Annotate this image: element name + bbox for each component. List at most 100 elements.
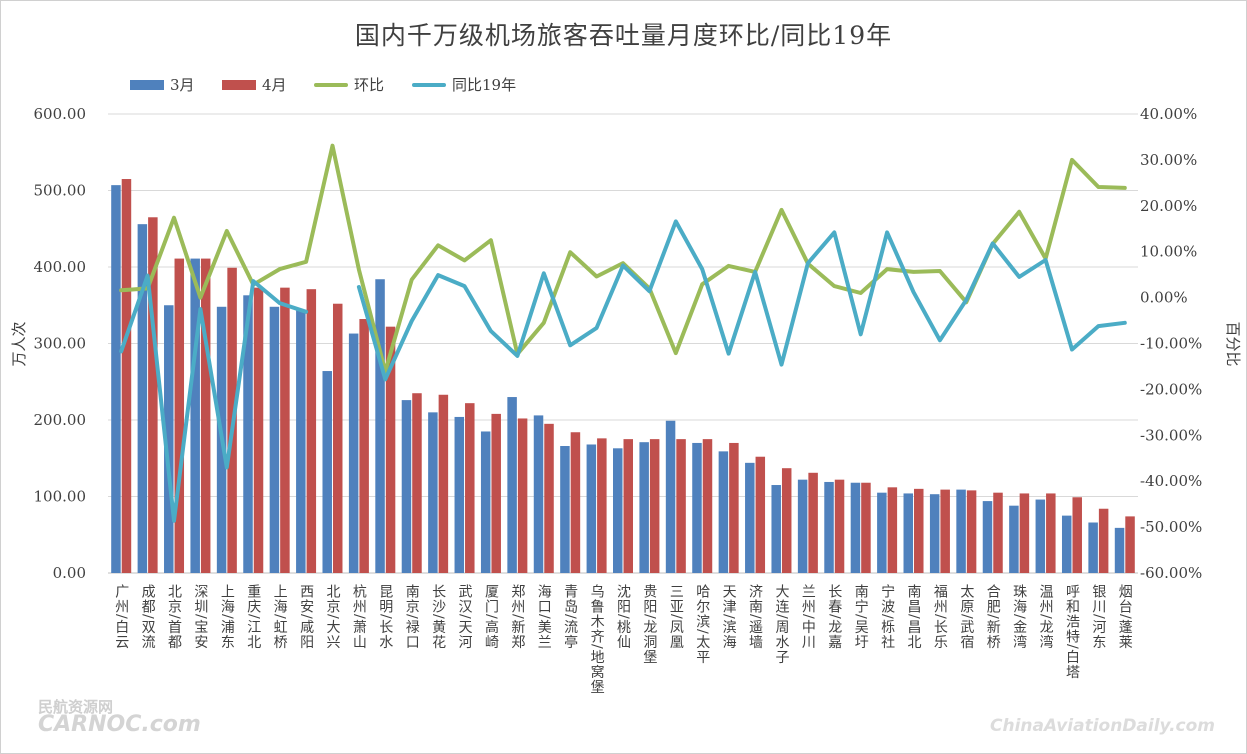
y-tick-label: 100.00 xyxy=(34,488,87,506)
bar-march xyxy=(613,448,623,573)
y2-tick-label: -30.00% xyxy=(1140,426,1202,444)
x-tick-label: 珠海/金湾 xyxy=(1011,584,1027,650)
bar-march xyxy=(1035,499,1046,573)
bar-april xyxy=(544,423,554,573)
bar-april xyxy=(465,403,475,573)
bar-march xyxy=(982,501,993,573)
legend-label-vs2019: 同比19年 xyxy=(452,76,517,94)
x-tick-label: 郑州/新郑 xyxy=(509,584,525,650)
bar-april xyxy=(1098,508,1109,573)
bar-march xyxy=(111,185,121,573)
bar-march xyxy=(296,309,306,573)
bar-march xyxy=(137,224,148,573)
y2-tick-label: -10.00% xyxy=(1140,335,1202,353)
y-tick-label: 400.00 xyxy=(34,258,87,276)
x-tick-label: 上海/浦东 xyxy=(219,584,235,650)
bar-april xyxy=(359,319,369,573)
bar-april xyxy=(676,439,686,573)
bar-april xyxy=(148,217,158,573)
legend-item-march[interactable]: 3月 xyxy=(130,74,195,95)
bar-march xyxy=(745,462,755,573)
bar-march xyxy=(639,442,649,573)
series-line-vs2019 xyxy=(119,219,1127,523)
x-tick-label: 青岛/流亭 xyxy=(562,584,578,650)
watermark-left-cn: 民航资源网 xyxy=(38,698,114,716)
x-tick-label: 海口/美兰 xyxy=(536,584,552,650)
bar-april xyxy=(385,326,396,573)
x-tick-label: 厦门/高崎 xyxy=(483,584,499,650)
legend-swatch-april xyxy=(222,79,256,90)
x-tick-label: 烟台/蓬莱 xyxy=(1117,584,1133,650)
bar-march xyxy=(401,400,412,573)
x-tick-label: 温州/龙湾 xyxy=(1038,584,1054,650)
x-tick-label: 济南/遥墙 xyxy=(747,584,763,650)
bar-march xyxy=(322,371,332,573)
legend-label-mom: 环比 xyxy=(354,76,385,94)
bar-march xyxy=(1114,527,1125,573)
bar-april xyxy=(200,258,211,573)
bar-march xyxy=(269,306,280,573)
y2-tick-label: -50.00% xyxy=(1140,518,1202,536)
bar-april xyxy=(253,287,264,573)
x-tick-label: 宁波/栎社 xyxy=(879,583,895,649)
bar-april xyxy=(702,439,713,573)
legend-item-april[interactable]: 4月 xyxy=(222,74,287,95)
x-tick-label: 合肥/新桥 xyxy=(985,584,1001,650)
x-tick-label: 沈阳/桃仙 xyxy=(615,584,631,650)
x-tick-label: 福州/长乐 xyxy=(932,584,948,650)
bar-march xyxy=(718,451,729,573)
y2-tick-label: 40.00% xyxy=(1140,105,1197,123)
bar-april xyxy=(597,438,607,573)
bar-march xyxy=(850,482,861,573)
bar-march xyxy=(480,431,491,573)
legend-label-april: 4月 xyxy=(262,76,287,94)
bar-april xyxy=(491,413,501,573)
bar-april xyxy=(1125,516,1135,573)
y2-tick-label: -60.00% xyxy=(1140,564,1202,582)
bar-march xyxy=(375,279,385,573)
bar-march xyxy=(956,489,966,573)
bar-april xyxy=(332,303,343,573)
x-tick-label: 昆明/长水 xyxy=(377,584,393,650)
x-tick-label: 天津/滨海 xyxy=(721,584,737,650)
bar-march xyxy=(507,397,517,573)
y2-tick-label: 10.00% xyxy=(1140,243,1197,261)
bar-april xyxy=(834,479,845,573)
legend-label-march: 3月 xyxy=(170,76,195,94)
bar-april xyxy=(887,487,898,573)
y-tick-label: 0.00 xyxy=(53,564,86,582)
bar-march xyxy=(1061,515,1072,573)
bar-april xyxy=(174,258,185,573)
x-tick-label: 上海/虹桥 xyxy=(272,584,288,650)
x-tick-label: 北京/大兴 xyxy=(324,584,340,650)
x-tick-label: 南京/禄口 xyxy=(404,584,420,650)
legend-item-mom[interactable]: 环比 xyxy=(314,74,384,95)
bar-march xyxy=(903,493,914,573)
bar-april xyxy=(861,482,871,573)
legend-swatch-march xyxy=(130,79,164,90)
x-tick-label: 北京/首都 xyxy=(166,584,182,650)
x-tick-label: 武汉/天河 xyxy=(457,584,473,650)
watermark-left-en: CARNOC.com xyxy=(38,712,201,737)
bar-april xyxy=(570,432,581,573)
bar-march xyxy=(586,444,597,573)
bar-march xyxy=(243,295,253,573)
y-axis-title: 万人次 xyxy=(10,321,28,366)
bar-april xyxy=(914,488,924,573)
bar-april xyxy=(306,289,317,573)
bar-march xyxy=(348,333,359,573)
x-tick-label: 深圳/宝安 xyxy=(192,584,208,650)
y-tick-label: 600.00 xyxy=(34,105,87,123)
series-line-mom xyxy=(119,143,1127,374)
y2-tick-label: -20.00% xyxy=(1140,380,1202,398)
bar-april xyxy=(1072,497,1082,573)
y2-tick-label: 20.00% xyxy=(1140,197,1197,215)
bar-april xyxy=(940,489,950,573)
x-tick-label: 广州/白云 xyxy=(113,584,129,650)
legend-item-vs2019[interactable]: 同比19年 xyxy=(412,74,516,95)
x-tick-label: 西安/咸阳 xyxy=(298,584,314,650)
chart-title: 国内千万级机场旅客吞吐量月度环比/同比19年 xyxy=(354,21,893,50)
y2-tick-label: 30.00% xyxy=(1140,151,1197,169)
bar-april xyxy=(1046,493,1056,573)
